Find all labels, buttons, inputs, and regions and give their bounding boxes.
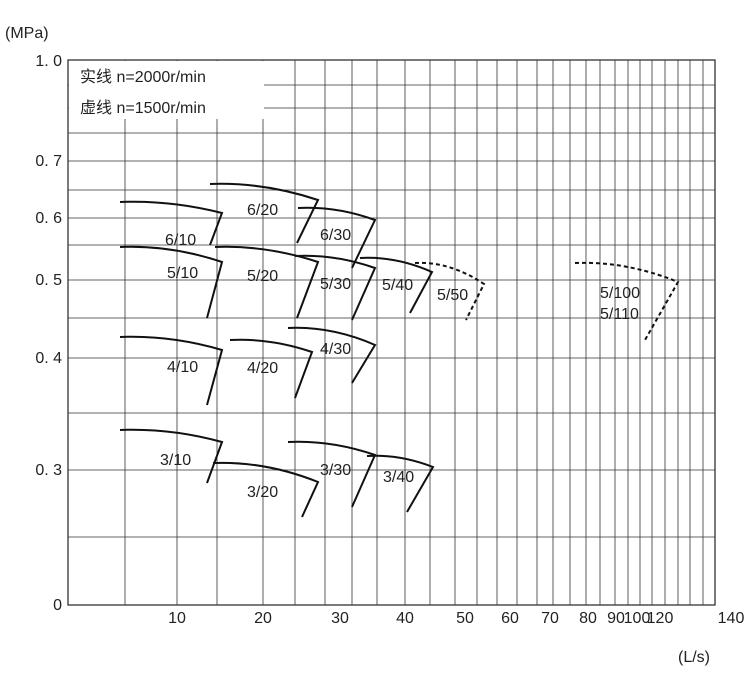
plot-frame [67,59,716,606]
pump-curve [212,461,320,518]
y-tick-label: 0. 4 [35,350,62,367]
curve-label: 5/50 [437,287,468,304]
pump-curve [359,256,434,314]
y-tick-label: 0. 3 [35,462,62,479]
curve-label: 5/110 [600,306,639,323]
x-tick-label: 140 [718,610,745,627]
x-tick-label: 90 [607,610,625,627]
x-tick-label: 60 [501,610,519,627]
curve-label: 5/100 [600,285,640,302]
curve-label: 5/30 [320,276,351,293]
x-tick-label: 30 [331,610,349,627]
y-tick-label: 0. 7 [35,153,62,170]
y-tick-label: 0 [53,597,62,614]
pump-curve [229,338,314,399]
legend-box [69,61,264,119]
pump-curve [287,326,377,384]
x-tick-label: 70 [541,610,559,627]
y-tick-label: 1. 0 [35,53,62,70]
curve-label: 4/10 [167,359,198,376]
legend-entry: 虚线 n=1500r/min [80,99,206,117]
curve-label: 4/30 [320,341,351,358]
y-tick-label: 0. 6 [35,210,62,227]
pump-curve [297,206,377,269]
x-tick-label: 40 [396,610,414,627]
curve-label: 5/20 [247,268,278,285]
pump-curve [119,200,224,246]
curve-label: 5/10 [167,265,198,282]
pump-curve [214,245,320,319]
pump-curve [287,440,377,508]
curve-label: 4/20 [247,360,278,377]
x-tick-label: 120 [647,610,674,627]
curve-label: 6/30 [320,227,351,244]
curve-label: 5/40 [382,277,413,294]
x-tick-label: 100 [624,610,651,627]
pump-curve [366,454,435,513]
legend-entry: 实线 n=2000r/min [80,68,206,86]
curve-label: 3/20 [247,484,278,501]
y-unit: (MPa) [5,25,49,42]
x-tick-label: 80 [579,610,597,627]
x-tick-label: 10 [168,610,186,627]
y-tick-label: 0. 5 [35,272,62,289]
x-unit: (L/s) [678,649,710,666]
pump-curve [294,254,377,321]
x-tick-label: 50 [456,610,474,627]
curve-label: 6/20 [247,202,278,219]
pump-curve [119,245,224,319]
x-tick-label: 20 [254,610,272,627]
curve-label: 6/10 [165,232,196,249]
curve-label: 3/30 [320,462,351,479]
pump-curve [119,428,224,484]
pump-curve [574,261,680,341]
pump-curve [414,261,486,321]
curve-label: 3/10 [160,452,191,469]
pump-curve [119,335,224,406]
curve-label: 3/40 [383,469,414,486]
pump-curve [209,182,320,244]
